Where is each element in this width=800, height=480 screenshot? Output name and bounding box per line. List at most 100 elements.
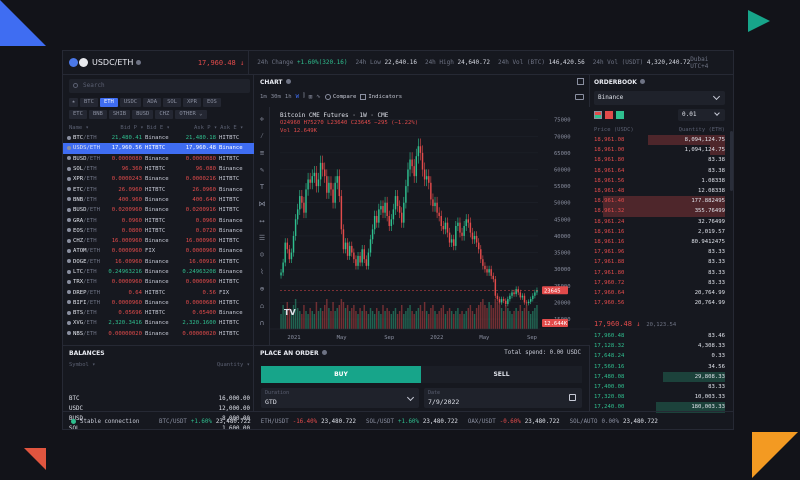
- candlestick-chart[interactable]: 75000 70000 65000 60000 55000 50000 45000 40000…: [270, 107, 590, 345]
- ask-row[interactable]: 18,961.32 355.76499: [590, 206, 733, 217]
- orderbook-scrollbar[interactable]: [730, 131, 733, 191]
- ask-row[interactable]: 18,961.64 83.38: [590, 166, 733, 176]
- info-icon[interactable]: [639, 79, 645, 84]
- market-row[interactable]: XPR/ETH 0.0000243 Binance 0.0000216 HITBTC: [63, 174, 254, 184]
- bid-row[interactable]: 17,648.24 0.33: [590, 351, 733, 361]
- market-row[interactable]: ETC/ETH 26.0960 HITBTC 26.0960 Binance: [63, 184, 254, 194]
- ticker-item[interactable]: OAX/USDT -0.60% 23,480.722: [468, 419, 560, 425]
- view-bids-icon[interactable]: [616, 111, 624, 119]
- ticker-item[interactable]: BTC/USDT +1.60% 23,480.722: [159, 419, 251, 425]
- market-row[interactable]: DOGE/ETH 16.00960 Binance 16.00916 HITBTC: [63, 257, 254, 267]
- ticker-item[interactable]: SOL/AUTO 0.00% 23,480.722: [570, 419, 658, 425]
- search-input[interactable]: Search: [69, 79, 250, 93]
- markets-col-header[interactable]: Ask E ▾: [220, 125, 244, 131]
- ask-row[interactable]: 17,960.56 20,764.99: [590, 298, 733, 308]
- filter-chip[interactable]: ETH: [99, 98, 118, 107]
- ticker-item[interactable]: ETH/USDT -16.40% 23,480.722: [261, 419, 356, 425]
- ask-row[interactable]: 17,960.72 83.33: [590, 278, 733, 288]
- balances-col-symbol[interactable]: Symbol ▾: [69, 362, 96, 368]
- market-row[interactable]: GRA/ETH 0.0960 HITBTC 0.0960 Binance: [63, 215, 254, 225]
- timeframe-button[interactable]: 30m: [270, 93, 281, 100]
- date-field[interactable]: Date 7/9/2022: [424, 388, 582, 408]
- emoji-icon[interactable]: ☺: [259, 251, 265, 259]
- ask-row[interactable]: 17,961.88 83.33: [590, 257, 733, 267]
- compare-button[interactable]: Compare: [324, 93, 356, 100]
- info-icon[interactable]: [285, 79, 291, 84]
- exchange-select[interactable]: Binance: [594, 91, 725, 105]
- filter-chip[interactable]: ADA: [143, 98, 162, 107]
- crosshair-icon[interactable]: ✛: [259, 115, 265, 123]
- bid-row[interactable]: 17,320.08 10,003.33: [590, 392, 733, 402]
- markets-col-header[interactable]: Ask P ▾: [193, 125, 218, 131]
- bid-row[interactable]: 17,400.00 83.33: [590, 382, 733, 392]
- line-style-icon[interactable]: ∿: [316, 93, 321, 100]
- timeframe-button[interactable]: 1h: [284, 93, 292, 100]
- filter-chip[interactable]: BTC: [80, 98, 98, 107]
- camera-icon[interactable]: [575, 94, 584, 100]
- bar-style-icon[interactable]: ▥: [308, 93, 313, 100]
- pattern-icon[interactable]: ⋈: [258, 200, 266, 208]
- ask-row[interactable]: 18,961.56 1.08338: [590, 176, 733, 186]
- lock-icon[interactable]: ⌂: [259, 302, 265, 310]
- indicators-button[interactable]: Indicators: [360, 93, 402, 100]
- market-row[interactable]: LTC/ETH 0.24963216 Binance 0.24963208 Binanc…: [63, 267, 254, 277]
- timezone-label[interactable]: Dubai UTC+4: [690, 55, 709, 70]
- bid-row[interactable]: 17,240.00 180,003.33: [590, 402, 733, 413]
- duration-select[interactable]: Duration GTD: [261, 388, 419, 408]
- filter-chip[interactable]: XPR: [183, 98, 201, 107]
- market-row[interactable]: CHZ/ETH 16.000960 Binance 16.000960 HITBTC: [63, 236, 254, 246]
- market-row[interactable]: BNB/ETH 400.960 Binance 400.640 HITBTC: [63, 195, 254, 205]
- ask-row[interactable]: 17,960.64 20,764.99: [590, 288, 733, 298]
- market-row[interactable]: BTC/ETH 21,480.41 Binance 21,480.18 HITBTC: [63, 133, 254, 143]
- view-asks-icon[interactable]: [605, 111, 613, 119]
- brush-icon[interactable]: ✎: [259, 166, 265, 174]
- filter-chip[interactable]: EOS: [202, 98, 221, 107]
- bid-row[interactable]: 17,128.32 4,308.33: [590, 341, 733, 351]
- info-icon[interactable]: [136, 60, 142, 65]
- market-row[interactable]: SOL/ETH 96.360 HITBTC 96.080 Binance: [63, 164, 254, 174]
- market-row[interactable]: EOS/ETH 0.0800 HITBTC 0.0720 Binance: [63, 226, 254, 236]
- ask-row[interactable]: 18,961.16 80.9412475: [590, 237, 733, 247]
- markets-col-header[interactable]: Name ▾: [69, 125, 89, 131]
- markets-col-header[interactable]: Bid E ▾: [146, 125, 170, 131]
- filter-chip[interactable]: OTHER ⌄: [175, 110, 207, 119]
- calendar-icon[interactable]: [569, 394, 576, 401]
- market-row[interactable]: NBS/ETH 0.00000020 Binance 0.00000020 HITBTC: [63, 329, 254, 339]
- fib-icon[interactable]: ☰: [258, 234, 266, 242]
- ask-row[interactable]: 17,961.80 83.33: [590, 268, 733, 278]
- ask-row[interactable]: 18,961.80 83.38: [590, 155, 733, 165]
- chart-svg[interactable]: 75000 70000 65000 60000 55000 50000 45000 40000…: [270, 107, 590, 345]
- balances-col-quantity[interactable]: Quantity ▾: [216, 362, 250, 368]
- ask-row[interactable]: 18,961.48 12.08338: [590, 186, 733, 196]
- bid-row[interactable]: 17,560.16 34.56: [590, 362, 733, 372]
- measure-icon[interactable]: ⟷: [259, 217, 265, 225]
- text-icon[interactable]: T: [259, 183, 265, 191]
- ticker-item[interactable]: SOL/USDT +1.60% 23,480.722: [366, 419, 458, 425]
- info-icon[interactable]: [321, 350, 327, 355]
- magnet-icon[interactable]: ∩: [259, 319, 265, 327]
- bid-row[interactable]: 17,960.48 83.46: [590, 331, 733, 341]
- market-row[interactable]: ATOM/ETH 0.0000960 FIX 0.0000960 Binance: [63, 246, 254, 256]
- ask-row[interactable]: 18,961.16 2,019.57: [590, 227, 733, 237]
- filter-chip[interactable]: SHIB: [108, 110, 131, 119]
- market-row[interactable]: USDS/ETH 17,960.56 HITBTC 17,960.48 Binance: [63, 143, 254, 154]
- zoom-icon[interactable]: ⊕: [259, 285, 265, 293]
- expand-icon[interactable]: [577, 78, 584, 85]
- market-row[interactable]: BUSD/ETH 0.0200960 Binance 0.0200916 HITBTC: [63, 205, 254, 215]
- precision-select[interactable]: 0.01: [678, 109, 725, 121]
- market-row[interactable]: BUSD/ETH 0.0000080 Binance 0.0000080 HITBTC: [63, 154, 254, 164]
- filter-chip[interactable]: CHZ: [155, 110, 174, 119]
- ask-row[interactable]: 18,961.00 1,094,124.75: [590, 145, 733, 156]
- filter-chip[interactable]: SOL: [163, 98, 181, 107]
- ruler-icon[interactable]: ⌇: [260, 268, 264, 276]
- favorites-star-icon[interactable]: ★: [69, 98, 78, 107]
- market-row[interactable]: BIFI/ETH 0.0000960 Binance 0.0000680 HITBTC: [63, 298, 254, 308]
- market-row[interactable]: TRX/ETH 0.0000960 Binance 0.0000960 HITBTC: [63, 277, 254, 287]
- candle-type-icon[interactable]: ⫿: [302, 93, 305, 99]
- buy-tab[interactable]: BUY: [261, 366, 421, 383]
- filter-chip[interactable]: ETC: [69, 110, 87, 119]
- trendline-icon[interactable]: ⁄: [259, 132, 265, 140]
- sell-tab[interactable]: SELL: [421, 366, 582, 383]
- filter-chip[interactable]: BNB: [88, 110, 107, 119]
- ask-row[interactable]: 18,961.40 177.882495: [590, 196, 733, 207]
